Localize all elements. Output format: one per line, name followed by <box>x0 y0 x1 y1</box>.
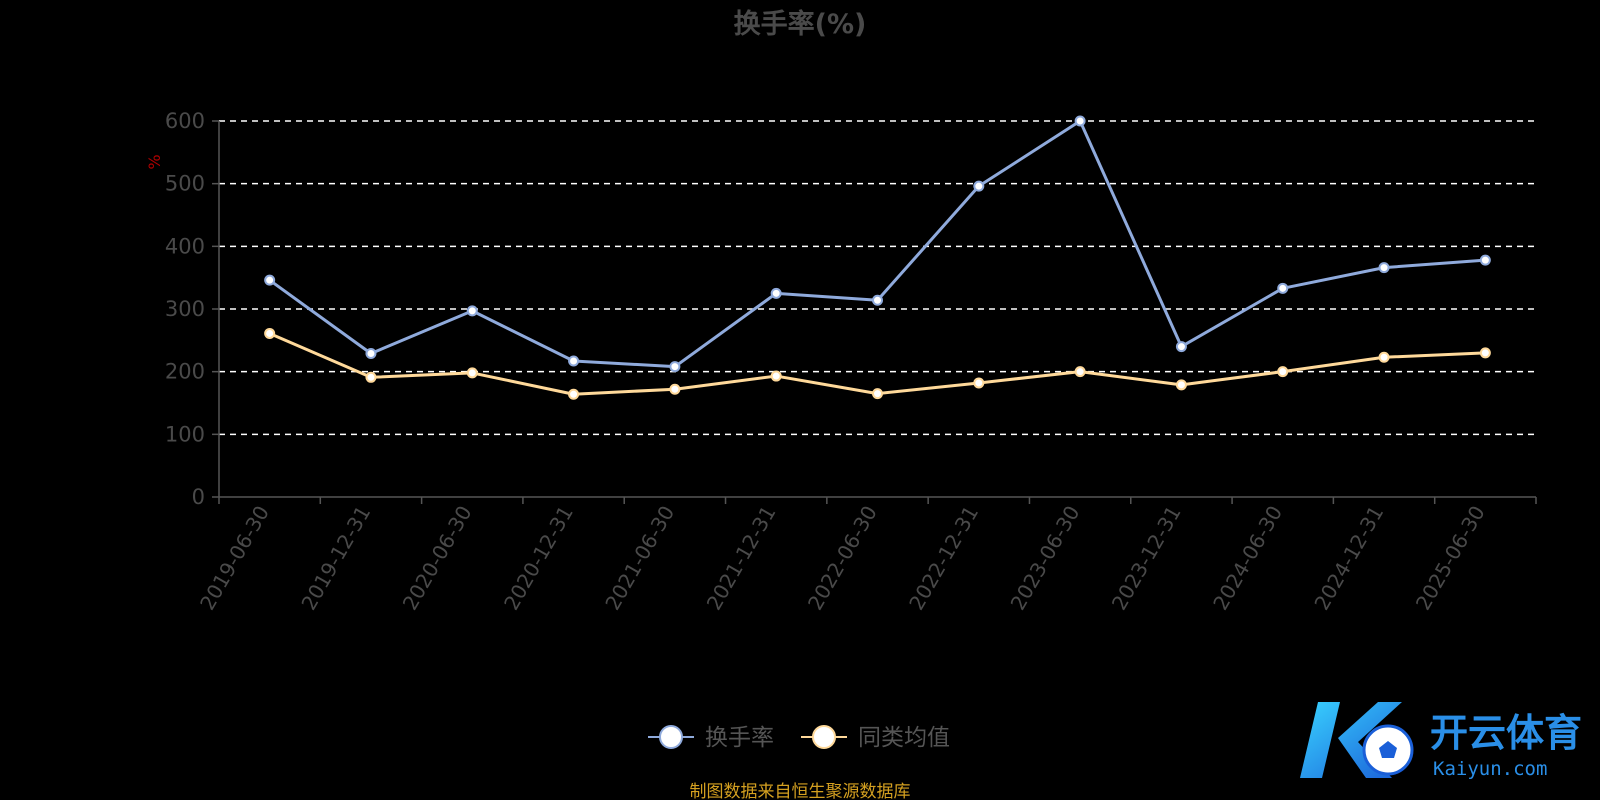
data-point[interactable] <box>1479 254 1491 266</box>
data-point[interactable] <box>1277 366 1289 378</box>
series-line-0 <box>268 119 1486 369</box>
y-tick-label: 200 <box>165 360 205 384</box>
series-lines <box>268 119 1486 396</box>
data-point[interactable] <box>1175 341 1187 353</box>
y-tick-label: 500 <box>165 172 205 196</box>
logo-ball-patch <box>1379 741 1397 758</box>
data-point[interactable] <box>872 388 883 400</box>
x-tick-label: 2023-12-31 <box>1107 502 1186 615</box>
x-tick-label: 2022-12-31 <box>904 501 983 614</box>
data-point[interactable] <box>1175 379 1187 391</box>
x-tick-label: 2023-06-30 <box>1006 502 1085 615</box>
data-point[interactable] <box>1277 282 1289 294</box>
logo-k-mark <box>1300 702 1402 778</box>
axes: 0 100 200 300 400 500 600 2019-06-30 2019-12-31 2… <box>165 109 1537 615</box>
data-point[interactable] <box>365 347 377 359</box>
x-tick-label: 2019-12-31 <box>296 502 375 615</box>
watermark-cn: 开云体育 <box>1430 711 1582 755</box>
x-tick-label: 2022-06-30 <box>803 502 882 615</box>
data-point[interactable] <box>1479 347 1491 359</box>
series-points <box>264 115 1491 400</box>
legend: 换手率 同类均值 <box>648 725 950 751</box>
data-point[interactable] <box>1074 115 1086 127</box>
x-tick-label: 2021-06-30 <box>600 502 679 615</box>
y-tick-label: 0 <box>192 485 205 509</box>
data-point[interactable] <box>872 294 883 306</box>
x-tick-label: 2024-12-31 <box>1309 502 1388 615</box>
y-tick-label: 100 <box>165 422 205 446</box>
legend-item-peer-average[interactable]: 同类均值 <box>801 725 950 751</box>
y-tick-label: 400 <box>165 234 205 258</box>
y-axis-unit: % <box>145 154 164 169</box>
source-note: 制图数据来自恒生聚源数据库 <box>690 782 911 800</box>
x-tick-label: 2021-12-31 <box>702 502 781 615</box>
data-point[interactable] <box>770 287 782 299</box>
data-point[interactable] <box>770 370 782 382</box>
legend-label-turnover: 换手率 <box>705 725 774 751</box>
data-point[interactable] <box>568 388 580 400</box>
series-line-1 <box>269 332 1486 396</box>
data-point[interactable] <box>264 327 276 339</box>
data-point[interactable] <box>1378 262 1390 274</box>
x-tick-label: 2019-06-30 <box>195 502 274 615</box>
data-point[interactable] <box>669 383 681 395</box>
watermark-en: Kaiyun.com <box>1433 758 1547 780</box>
data-point[interactable] <box>973 377 985 389</box>
data-point[interactable] <box>365 371 377 383</box>
x-tick-label: 2020-06-30 <box>398 502 477 615</box>
data-point[interactable] <box>1074 366 1086 378</box>
legend-item-turnover[interactable]: 换手率 <box>648 725 774 751</box>
data-point[interactable] <box>669 361 681 373</box>
watermark-logo: 开云体育 Kaiyun.com <box>1300 702 1582 780</box>
data-point[interactable] <box>466 305 478 317</box>
x-tick-label: 2020-12-31 <box>499 502 578 615</box>
data-point[interactable] <box>973 180 985 192</box>
y-tick-label: 300 <box>165 297 205 321</box>
data-point[interactable] <box>568 355 580 367</box>
chart-title: 换手率(%) <box>734 8 867 40</box>
x-tick-label: 2024-06-30 <box>1208 502 1287 615</box>
legend-marker-peer-average <box>812 725 836 749</box>
legend-marker-turnover <box>659 725 683 749</box>
legend-label-peer-average: 同类均值 <box>858 725 950 751</box>
data-point[interactable] <box>466 367 478 379</box>
data-point[interactable] <box>264 274 276 286</box>
data-point[interactable] <box>1378 351 1390 363</box>
x-tick-label: 2025-06-30 <box>1411 502 1490 615</box>
y-tick-label: 600 <box>165 109 205 133</box>
